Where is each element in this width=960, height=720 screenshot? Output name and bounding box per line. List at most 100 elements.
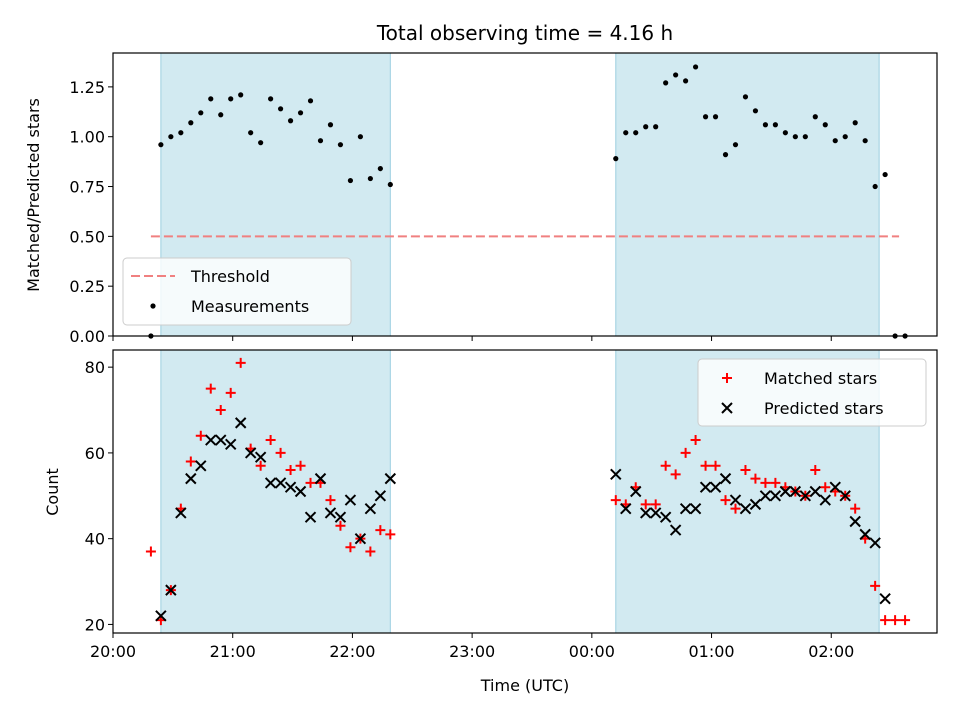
measurements-point — [802, 134, 808, 140]
x-tick-label: 00:00 — [569, 642, 615, 661]
matched-stars-point — [305, 477, 316, 488]
predicted-stars-point — [849, 515, 861, 528]
top-y-tick-label: 0.25 — [69, 277, 105, 296]
measurements-point — [198, 110, 204, 116]
measurements-point — [633, 130, 639, 136]
predicted-stars-point — [314, 472, 327, 485]
x-tick-label: 01:00 — [688, 642, 734, 661]
predicted-stars-point — [729, 494, 742, 506]
measurements-point — [812, 114, 818, 120]
matched-stars-point — [145, 546, 156, 557]
legend-measurements-swatch — [150, 303, 156, 309]
predicted-stars-point — [284, 481, 297, 493]
matched-stars-point — [345, 542, 356, 553]
measurements-point — [297, 110, 304, 116]
measurements-point — [673, 72, 679, 78]
measurements-point — [277, 106, 284, 112]
predicted-stars-point — [799, 490, 812, 502]
predicted-stars-point — [709, 481, 722, 493]
measurements-point — [367, 175, 373, 182]
matched-stars-point — [195, 430, 206, 441]
matched-stars-point — [255, 460, 266, 471]
bottom-y-tick-label: 80 — [85, 358, 105, 377]
predicted-stars-point — [809, 485, 822, 498]
measurements-point — [683, 78, 689, 84]
top-highlight-window-2 — [615, 52, 880, 337]
bottom-y-tick-label: 20 — [85, 615, 105, 634]
bottom-y-tick-label: 60 — [85, 444, 105, 463]
predicted-stars-point — [364, 502, 377, 515]
measurements-point — [663, 80, 669, 86]
predicted-stars-point — [699, 481, 712, 493]
predicted-stars-point — [739, 502, 752, 515]
predicted-stars-point — [334, 511, 347, 523]
measurements-point — [208, 96, 214, 102]
predicted-stars-point — [779, 485, 792, 498]
measurements-point — [822, 122, 828, 128]
top-legend: Threshold Measurements — [122, 257, 352, 326]
measurements-point — [238, 92, 244, 98]
measurements-point — [158, 142, 164, 148]
measurements-point — [337, 142, 344, 148]
measurements-point — [623, 130, 629, 136]
matched-stars-point — [610, 495, 621, 506]
measurements-point — [168, 134, 174, 140]
measurements-point — [258, 140, 264, 146]
matched-stars-point — [295, 460, 306, 471]
legend-threshold-label: Threshold — [190, 267, 270, 286]
predicted-stars-point — [254, 451, 267, 463]
predicted-stars-point — [749, 498, 762, 511]
predicted-stars-point — [859, 528, 871, 541]
legend-box — [122, 257, 352, 326]
legend-matched-label: Matched stars — [764, 369, 877, 388]
bottom-y-tick-label: 40 — [85, 530, 105, 549]
top-y-tick-label: 1.25 — [69, 78, 105, 97]
measurements-point — [862, 138, 868, 144]
predicted-stars-point — [759, 490, 772, 502]
legend-box — [697, 358, 927, 427]
matched-stars-point — [890, 615, 901, 626]
legend-predicted-label: Predicted stars — [764, 399, 884, 418]
top-y-tick-label: 0.75 — [69, 178, 105, 197]
matched-stars-point — [740, 465, 751, 476]
predicted-stars-point — [205, 434, 217, 446]
matched-stars-point — [235, 357, 246, 368]
measurements-point — [317, 138, 324, 144]
bottom-plot-frame — [112, 349, 938, 634]
x-tick-label: 21:00 — [210, 642, 256, 661]
matched-stars-point — [660, 460, 671, 471]
predicted-stars-point — [669, 524, 682, 536]
matched-stars-point — [710, 460, 721, 471]
predicted-stars-point — [234, 417, 247, 429]
x-tick-label: 02:00 — [808, 642, 854, 661]
predicted-stars-point — [374, 490, 387, 502]
matched-stars-point — [265, 435, 276, 446]
predicted-stars-point — [384, 472, 397, 485]
matched-stars-point — [700, 460, 711, 471]
matched-stars-point — [285, 465, 296, 476]
measurements-point — [722, 152, 729, 158]
matched-stars-point — [325, 495, 336, 506]
matched-stars-point — [770, 477, 781, 488]
predicted-stars-point — [769, 490, 782, 502]
bottom-y-axis-label: Count — [43, 468, 62, 516]
predicted-stars-point — [155, 610, 167, 622]
predicted-stars-point — [215, 434, 227, 446]
matched-stars-point — [640, 499, 651, 510]
matched-stars-point — [880, 615, 891, 626]
ratio-panel: 0.00 0.25 0.50 0.75 1.00 1.25 Threshold Measure… — [69, 52, 938, 346]
top-y-axis-label: Matched/Predicted stars — [24, 98, 43, 292]
predicted-stars-point — [274, 477, 287, 489]
matched-stars-point — [670, 469, 681, 480]
matched-stars-point — [365, 546, 376, 557]
measurements-point — [712, 114, 719, 120]
measurements-point — [772, 122, 778, 128]
measurements-point — [248, 130, 254, 136]
predicted-stars-point — [829, 481, 841, 493]
matched-stars-point — [760, 477, 771, 488]
measurements-point — [852, 120, 858, 126]
top-y-tick-label: 1.00 — [69, 128, 105, 147]
matched-stars-point — [335, 520, 346, 531]
measurements-point — [377, 165, 383, 172]
